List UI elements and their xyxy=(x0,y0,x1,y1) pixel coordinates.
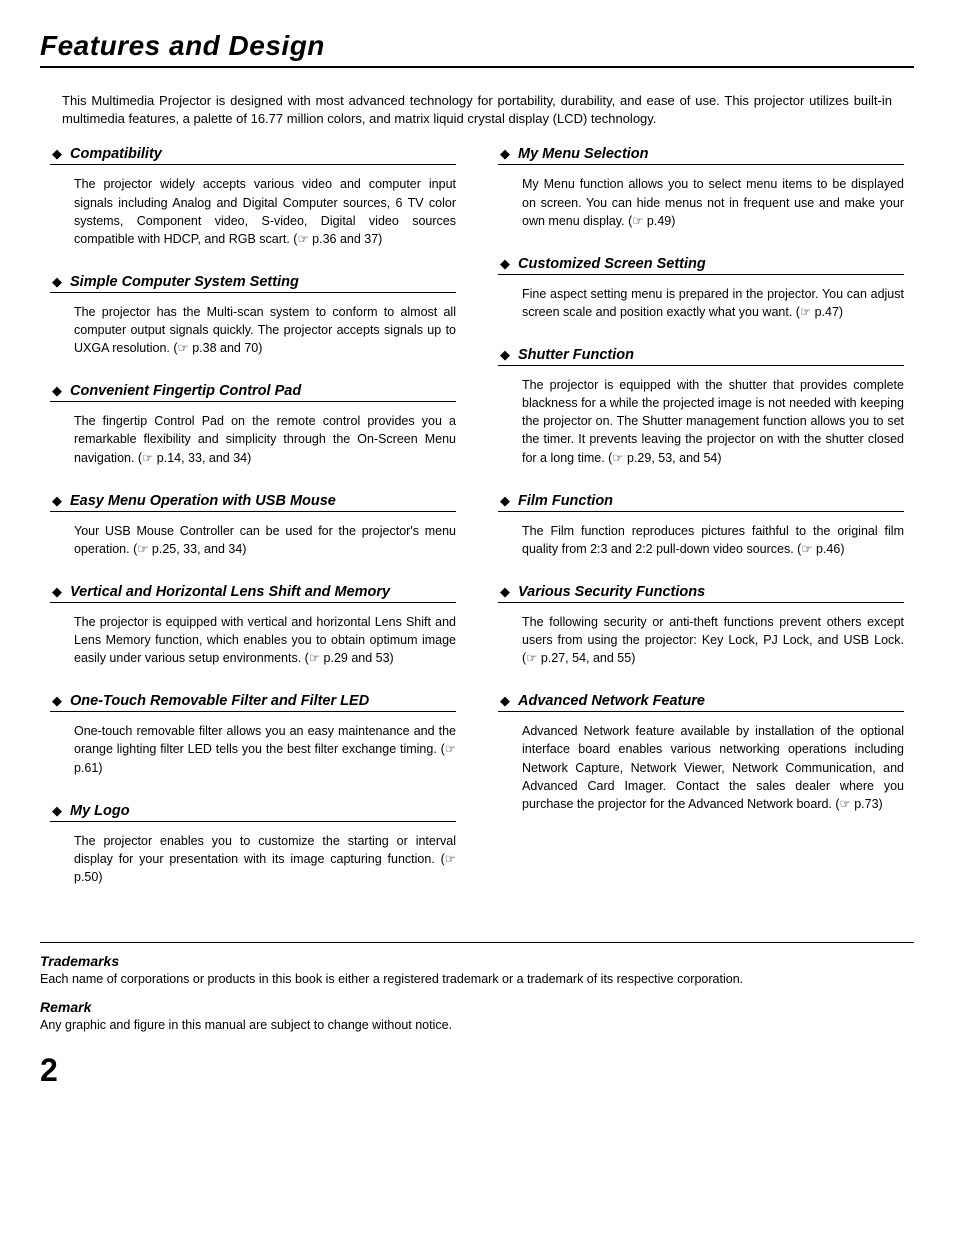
feature-title: My Logo xyxy=(70,803,130,819)
feature-title: Easy Menu Operation with USB Mouse xyxy=(70,493,336,509)
footnote-title: Remark xyxy=(40,999,914,1015)
diamond-icon: ◆ xyxy=(52,584,62,600)
feature-block: ◆ Simple Computer System Setting The proje… xyxy=(50,274,456,357)
feature-heading: ◆ My Logo xyxy=(50,803,456,822)
feature-heading: ◆ Film Function xyxy=(498,493,904,512)
diamond-icon: ◆ xyxy=(52,803,62,819)
feature-heading: ◆ Vertical and Horizontal Lens Shift and … xyxy=(50,584,456,603)
diamond-icon: ◆ xyxy=(500,493,510,509)
feature-body: The projector has the Multi-scan system … xyxy=(74,303,456,357)
diamond-icon: ◆ xyxy=(500,347,510,363)
feature-block: ◆ Compatibility The projector widely accep… xyxy=(50,146,456,248)
diamond-icon: ◆ xyxy=(500,146,510,162)
feature-heading: ◆ Various Security Functions xyxy=(498,584,904,603)
feature-columns: ◆ Compatibility The projector widely accep… xyxy=(50,146,904,912)
feature-body: The projector widely accepts various vid… xyxy=(74,175,456,248)
page-title: Features and Design xyxy=(40,30,914,68)
feature-block: ◆ My Menu Selection My Menu function allow… xyxy=(498,146,904,229)
feature-block: ◆ Vertical and Horizontal Lens Shift and … xyxy=(50,584,456,667)
feature-heading: ◆ Convenient Fingertip Control Pad xyxy=(50,383,456,402)
diamond-icon: ◆ xyxy=(52,383,62,399)
footnote: Trademarks Each name of corporations or p… xyxy=(40,953,914,989)
page-number: 2 xyxy=(40,1052,914,1089)
diamond-icon: ◆ xyxy=(52,274,62,290)
feature-block: ◆ Customized Screen Setting Fine aspect se… xyxy=(498,256,904,321)
feature-title: Convenient Fingertip Control Pad xyxy=(70,383,301,399)
feature-block: ◆ Shutter Function The projector is equipp… xyxy=(498,347,904,467)
diamond-icon: ◆ xyxy=(500,584,510,600)
footnote: Remark Any graphic and figure in this man… xyxy=(40,999,914,1035)
feature-block: ◆ My Logo The projector enables you to cus… xyxy=(50,803,456,886)
feature-body: The projector is equipped with vertical … xyxy=(74,613,456,667)
feature-title: Simple Computer System Setting xyxy=(70,274,299,290)
feature-title: Shutter Function xyxy=(518,347,634,363)
feature-body: Your USB Mouse Controller can be used fo… xyxy=(74,522,456,558)
footnote-body: Each name of corporations or products in… xyxy=(40,971,914,989)
feature-title: My Menu Selection xyxy=(518,146,649,162)
feature-block: ◆ Easy Menu Operation with USB Mouse Your … xyxy=(50,493,456,558)
feature-heading: ◆ Customized Screen Setting xyxy=(498,256,904,275)
feature-body: The projector enables you to customize t… xyxy=(74,832,456,886)
feature-title: Various Security Functions xyxy=(518,584,705,600)
diamond-icon: ◆ xyxy=(500,693,510,709)
right-column: ◆ My Menu Selection My Menu function allow… xyxy=(498,146,904,912)
feature-heading: ◆ Simple Computer System Setting xyxy=(50,274,456,293)
feature-block: ◆ Advanced Network Feature Advanced Networ… xyxy=(498,693,904,813)
feature-title: Film Function xyxy=(518,493,613,509)
feature-heading: ◆ Compatibility xyxy=(50,146,456,165)
feature-body: One-touch removable filter allows you an… xyxy=(74,722,456,776)
feature-body: Advanced Network feature available by in… xyxy=(522,722,904,813)
feature-body: The Film function reproduces pictures fa… xyxy=(522,522,904,558)
left-column: ◆ Compatibility The projector widely accep… xyxy=(50,146,456,912)
feature-body: The fingertip Control Pad on the remote … xyxy=(74,412,456,466)
feature-heading: ◆ My Menu Selection xyxy=(498,146,904,165)
footnote-title: Trademarks xyxy=(40,953,914,969)
diamond-icon: ◆ xyxy=(52,493,62,509)
footnotes-section: Trademarks Each name of corporations or p… xyxy=(40,942,914,1034)
feature-block: ◆ Various Security Functions The following… xyxy=(498,584,904,667)
feature-heading: ◆ Advanced Network Feature xyxy=(498,693,904,712)
feature-title: One-Touch Removable Filter and Filter LE… xyxy=(70,693,369,709)
feature-block: ◆ One-Touch Removable Filter and Filter L… xyxy=(50,693,456,776)
feature-body: My Menu function allows you to select me… xyxy=(522,175,904,229)
diamond-icon: ◆ xyxy=(500,256,510,272)
feature-body: Fine aspect setting menu is prepared in … xyxy=(522,285,904,321)
intro-paragraph: This Multimedia Projector is designed wi… xyxy=(62,92,892,128)
diamond-icon: ◆ xyxy=(52,693,62,709)
feature-body: The following security or anti-theft fun… xyxy=(522,613,904,667)
feature-heading: ◆ Easy Menu Operation with USB Mouse xyxy=(50,493,456,512)
feature-block: ◆ Film Function The Film function reproduc… xyxy=(498,493,904,558)
footnote-body: Any graphic and figure in this manual ar… xyxy=(40,1017,914,1035)
feature-body: The projector is equipped with the shutt… xyxy=(522,376,904,467)
feature-block: ◆ Convenient Fingertip Control Pad The fin… xyxy=(50,383,456,466)
feature-title: Compatibility xyxy=(70,146,162,162)
feature-title: Vertical and Horizontal Lens Shift and M… xyxy=(70,584,390,600)
feature-heading: ◆ One-Touch Removable Filter and Filter L… xyxy=(50,693,456,712)
diamond-icon: ◆ xyxy=(52,146,62,162)
feature-title: Advanced Network Feature xyxy=(518,693,705,709)
feature-heading: ◆ Shutter Function xyxy=(498,347,904,366)
feature-title: Customized Screen Setting xyxy=(518,256,706,272)
